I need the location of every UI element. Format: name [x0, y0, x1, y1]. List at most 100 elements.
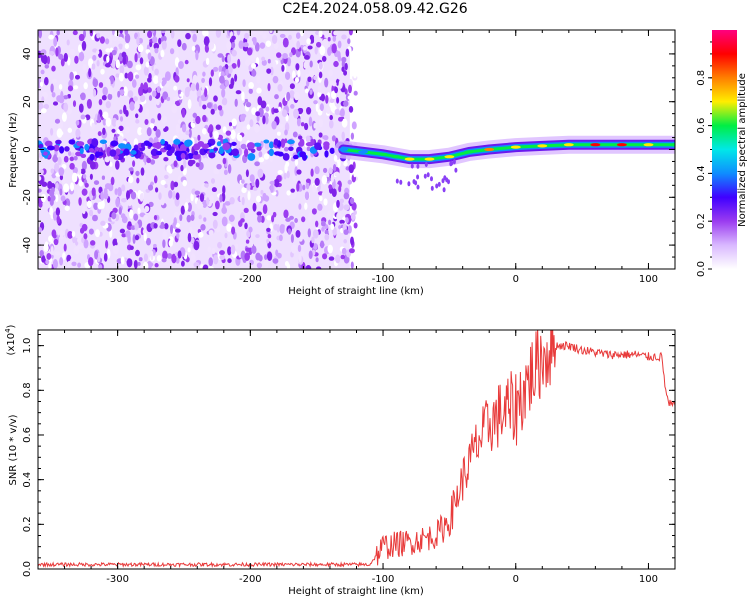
heatmap-noise-cell: [304, 88, 309, 94]
heatmap-noise-cell: [322, 38, 329, 48]
heatmap-noise-cell: [153, 243, 157, 248]
heatmap-noise-band-cell: [143, 140, 151, 146]
heatmap-noise-cell: [337, 51, 341, 60]
snr-ytick-label: 0.6: [22, 427, 33, 443]
snr-ytick-label: 0.4: [22, 472, 33, 488]
heatmap-noise-cell: [71, 230, 76, 238]
heatmap-noise-cell: [200, 223, 206, 231]
heatmap-noise-band-cell: [184, 139, 192, 147]
heatmap-signal-cell: [404, 157, 415, 161]
heatmap-noise-cell: [241, 196, 245, 206]
heatmap-noise-cell: [128, 167, 134, 172]
heatmap-noise-band-cell: [155, 141, 162, 150]
heatmap-xtick-label: -100: [372, 274, 395, 285]
heatmap-noise-cell: [191, 45, 196, 52]
heatmap-noise-cell: [94, 250, 99, 260]
heatmap-noise-cell: [56, 128, 63, 138]
heatmap-noise-cell: [304, 202, 308, 210]
heatmap-noise-cell: [67, 127, 73, 133]
heatmap-noise-cell: [219, 75, 225, 84]
heatmap-noise-cell: [241, 126, 248, 135]
heatmap-noise-cell: [210, 178, 216, 184]
heatmap-noise-cell: [186, 214, 192, 223]
heatmap-noise-cell: [311, 208, 317, 215]
heatmap-signal-cell: [590, 143, 601, 147]
heatmap-noise-cell: [143, 253, 148, 262]
heatmap-noise-cell: [251, 107, 257, 115]
heatmap-noise-cell: [315, 220, 319, 228]
heatmap-noise-cell: [96, 32, 101, 39]
snr-xtick-label: -100: [372, 574, 395, 585]
heatmap-noise-cell: [82, 174, 87, 179]
heatmap-noise-cell: [295, 63, 300, 71]
heatmap-noise-cell: [231, 41, 236, 49]
heatmap-noise-cell: [314, 46, 318, 55]
heatmap-noise-cell: [217, 241, 223, 249]
snr-xtick-label: 100: [639, 574, 658, 585]
heatmap-noise-cell: [314, 166, 320, 175]
heatmap-noise-cell: [75, 128, 81, 138]
heatmap-noise-cell: [330, 173, 335, 183]
heatmap-noise-cell: [353, 90, 358, 96]
heatmap-noise-cell: [190, 122, 196, 129]
heatmap-noise-band-cell: [324, 150, 329, 158]
heatmap-noise-cell: [203, 36, 210, 47]
heatmap-signal-smear: [452, 159, 456, 165]
heatmap-noise-cell: [247, 190, 251, 201]
heatmap-noise-cell: [308, 116, 313, 127]
heatmap-noise-cell: [40, 193, 47, 203]
heatmap-noise-cell: [343, 70, 348, 76]
heatmap-noise-band-cell: [99, 139, 108, 144]
heatmap-noise-cell: [259, 30, 263, 36]
heatmap-noise-cell: [73, 155, 78, 161]
heatmap-noise-cell: [164, 174, 169, 180]
heatmap-noise-cell: [261, 56, 266, 62]
heatmap-noise-cell: [104, 156, 111, 163]
heatmap-noise-band-cell: [314, 142, 322, 150]
heatmap-noise-cell: [190, 214, 195, 221]
heatmap-noise-cell: [248, 81, 254, 89]
heatmap-noise-cell: [180, 260, 185, 267]
heatmap-noise-cell: [207, 246, 211, 253]
heatmap-noise-band-cell: [193, 150, 199, 156]
heatmap-noise-cell: [215, 200, 220, 210]
heatmap-noise-cell: [169, 224, 174, 235]
heatmap-noise-cell: [215, 169, 220, 175]
heatmap-noise-cell: [348, 106, 354, 113]
heatmap-noise-cell: [348, 30, 353, 36]
heatmap-noise-cell: [150, 250, 154, 261]
heatmap-noise-cell: [204, 44, 210, 53]
heatmap-noise-cell: [274, 178, 280, 188]
heatmap-noise-cell: [347, 225, 352, 234]
heatmap-noise-cell: [217, 105, 223, 111]
heatmap-noise-cell: [124, 43, 130, 50]
heatmap-noise-cell: [48, 235, 53, 242]
heatmap-noise-cell: [276, 52, 282, 58]
heatmap-noise-cell: [127, 198, 133, 207]
heatmap-noise-cell: [325, 94, 329, 104]
heatmap-noise-cell: [104, 63, 111, 68]
heatmap-noise-band-cell: [192, 153, 201, 160]
heatmap-signal-smear: [407, 181, 411, 187]
heatmap-noise-band-cell: [231, 148, 240, 157]
heatmap-noise-cell: [296, 182, 300, 192]
heatmap-noise-cell: [345, 217, 349, 224]
heatmap-noise-band-cell: [263, 139, 270, 144]
heatmap-noise-band-cell: [166, 144, 172, 151]
heatmap-ytick-label: 0: [22, 146, 33, 152]
heatmap-noise-cell: [260, 100, 267, 109]
heatmap-noise-cell: [44, 64, 50, 69]
heatmap-noise-cell: [102, 118, 107, 126]
heatmap-noise-cell: [329, 115, 334, 121]
heatmap-noise-cell: [155, 99, 160, 106]
heatmap-noise-cell: [162, 250, 168, 260]
heatmap-noise-cell: [108, 85, 114, 95]
heatmap-noise-cell: [315, 266, 322, 269]
heatmap-noise-cell: [182, 179, 188, 187]
heatmap-noise-cell: [47, 180, 53, 190]
heatmap-noise-cell: [244, 32, 250, 40]
heatmap-noise-cell: [221, 55, 225, 63]
heatmap-noise-cell: [148, 95, 153, 101]
heatmap-noise-cell: [241, 179, 245, 184]
heatmap-noise-cell: [104, 183, 111, 190]
